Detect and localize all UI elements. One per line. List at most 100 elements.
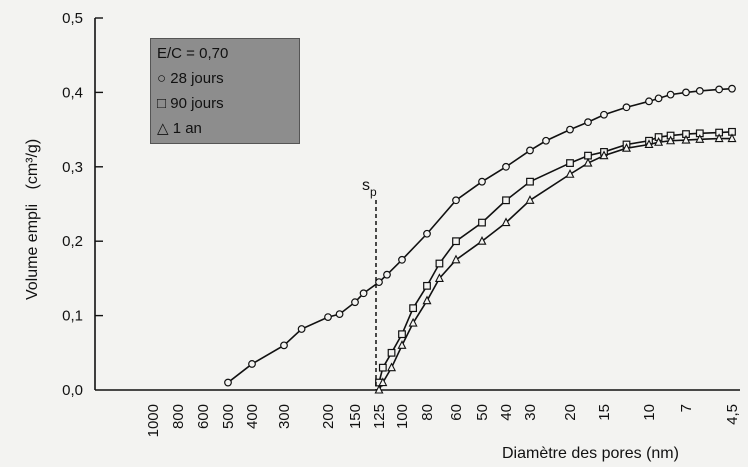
data-marks <box>224 84 737 394</box>
point-square <box>387 348 396 357</box>
point-circle <box>398 255 406 264</box>
y-tick-label: 0,1 <box>62 308 83 325</box>
series-triangle <box>374 133 737 394</box>
point-triangle <box>565 169 575 178</box>
point-circle <box>715 85 724 94</box>
x-tick-label: 15 <box>596 404 613 421</box>
point-square <box>409 304 418 313</box>
point-circle <box>584 118 592 127</box>
x-tick-label: 200 <box>320 404 337 429</box>
point-triangle <box>666 135 676 145</box>
point-circle <box>248 360 256 368</box>
point-square <box>452 237 460 246</box>
x-tick-label: 7 <box>678 404 695 412</box>
point-triangle <box>621 142 632 152</box>
y-axis-title: Volume empli (cm³/g) <box>24 139 41 300</box>
y-tick-label: 0,3 <box>62 159 83 176</box>
legend-entry: △ 1 an <box>157 120 202 137</box>
series-line <box>378 131 733 383</box>
point-circle <box>566 125 574 134</box>
x-tick-label: 300 <box>276 404 293 429</box>
point-circle <box>452 196 460 205</box>
x-tick-label: 20 <box>562 404 579 421</box>
point-triangle <box>714 133 724 143</box>
point-triangle <box>387 362 397 372</box>
point-triangle <box>727 133 737 143</box>
point-circle <box>682 88 690 97</box>
point-circle <box>423 229 431 238</box>
x-tick-label: 10 <box>641 404 658 421</box>
point-square <box>423 281 431 290</box>
y-axis-ticks: 0,0 0,1 0,2 0,3 0,4 0,5 <box>62 10 103 399</box>
y-axis-title-unit: (cm³/g) <box>24 139 41 190</box>
axes <box>94 18 740 391</box>
point-triangle <box>681 134 691 144</box>
legend-entry: E/C = 0,70 <box>157 45 229 62</box>
y-tick-label: 0,2 <box>62 233 83 250</box>
x-tick-label: 150 <box>347 404 364 429</box>
x-tick-label: 40 <box>498 404 515 421</box>
point-square <box>378 363 387 372</box>
point-triangle <box>644 139 654 149</box>
point-circle <box>695 87 704 95</box>
x-tick-label: 50 <box>474 404 491 421</box>
x-tick-label: 80 <box>419 404 436 421</box>
legend-entry: □ 90 jours <box>157 95 224 112</box>
point-triangle <box>374 384 384 394</box>
point-circle <box>622 103 631 112</box>
point-triangle <box>654 137 664 146</box>
point-triangle <box>583 157 593 167</box>
x-tick-label: 30 <box>522 404 539 421</box>
x-axis-title: Diamètre des pores (nm) <box>502 445 679 462</box>
point-triangle <box>451 254 461 264</box>
point-triangle <box>599 150 609 160</box>
point-square <box>502 196 510 205</box>
point-circle <box>351 298 359 307</box>
x-axis-ticks: 1000 800 600 500 400 300 200 150 125 100 80 60 50 40 3… <box>145 404 741 437</box>
x-tick-label: 600 <box>195 404 212 429</box>
point-circle <box>645 97 653 106</box>
point-circle <box>666 90 675 99</box>
point-circle <box>542 136 550 145</box>
point-triangle <box>434 273 444 282</box>
sp-annotation: sp <box>362 177 377 390</box>
series-square <box>375 127 736 387</box>
point-circle <box>502 162 510 171</box>
point-triangle <box>477 235 487 245</box>
point-circle <box>478 177 486 186</box>
x-tick-label: 400 <box>244 404 261 429</box>
point-circle <box>728 84 736 93</box>
point-circle <box>600 110 608 119</box>
point-triangle <box>408 317 418 327</box>
x-tick-label: 4,5 <box>724 404 741 425</box>
legend-entry: ○ 28 jours <box>157 70 224 87</box>
point-circle <box>297 325 306 333</box>
point-square <box>435 259 444 268</box>
legend: E/C = 0,70 ○ 28 jours □ 90 jours △ 1 an <box>150 38 300 144</box>
series-line <box>378 137 732 391</box>
point-circle <box>224 378 232 387</box>
x-tick-label: 1000 <box>145 404 162 437</box>
sp-label: sp <box>362 177 377 199</box>
point-triangle <box>397 340 407 349</box>
point-triangle <box>422 295 432 305</box>
point-circle <box>280 341 288 350</box>
y-axis-title-text: Volume empli <box>24 204 41 300</box>
series-circle <box>224 84 736 387</box>
series-line <box>227 87 733 384</box>
x-tick-label: 125 <box>371 404 388 429</box>
y-tick-label: 0,4 <box>62 84 83 101</box>
x-tick-label: 100 <box>394 404 411 429</box>
point-circle <box>375 278 383 287</box>
point-circle <box>324 313 332 321</box>
point-triangle <box>695 134 705 143</box>
point-triangle <box>525 195 535 204</box>
point-circle <box>526 146 534 155</box>
y-tick-label: 0,5 <box>62 10 83 27</box>
point-square <box>478 218 486 227</box>
point-triangle <box>378 377 388 387</box>
point-circle <box>654 94 663 103</box>
x-tick-label: 60 <box>448 404 465 421</box>
x-tick-label: 500 <box>220 404 237 429</box>
